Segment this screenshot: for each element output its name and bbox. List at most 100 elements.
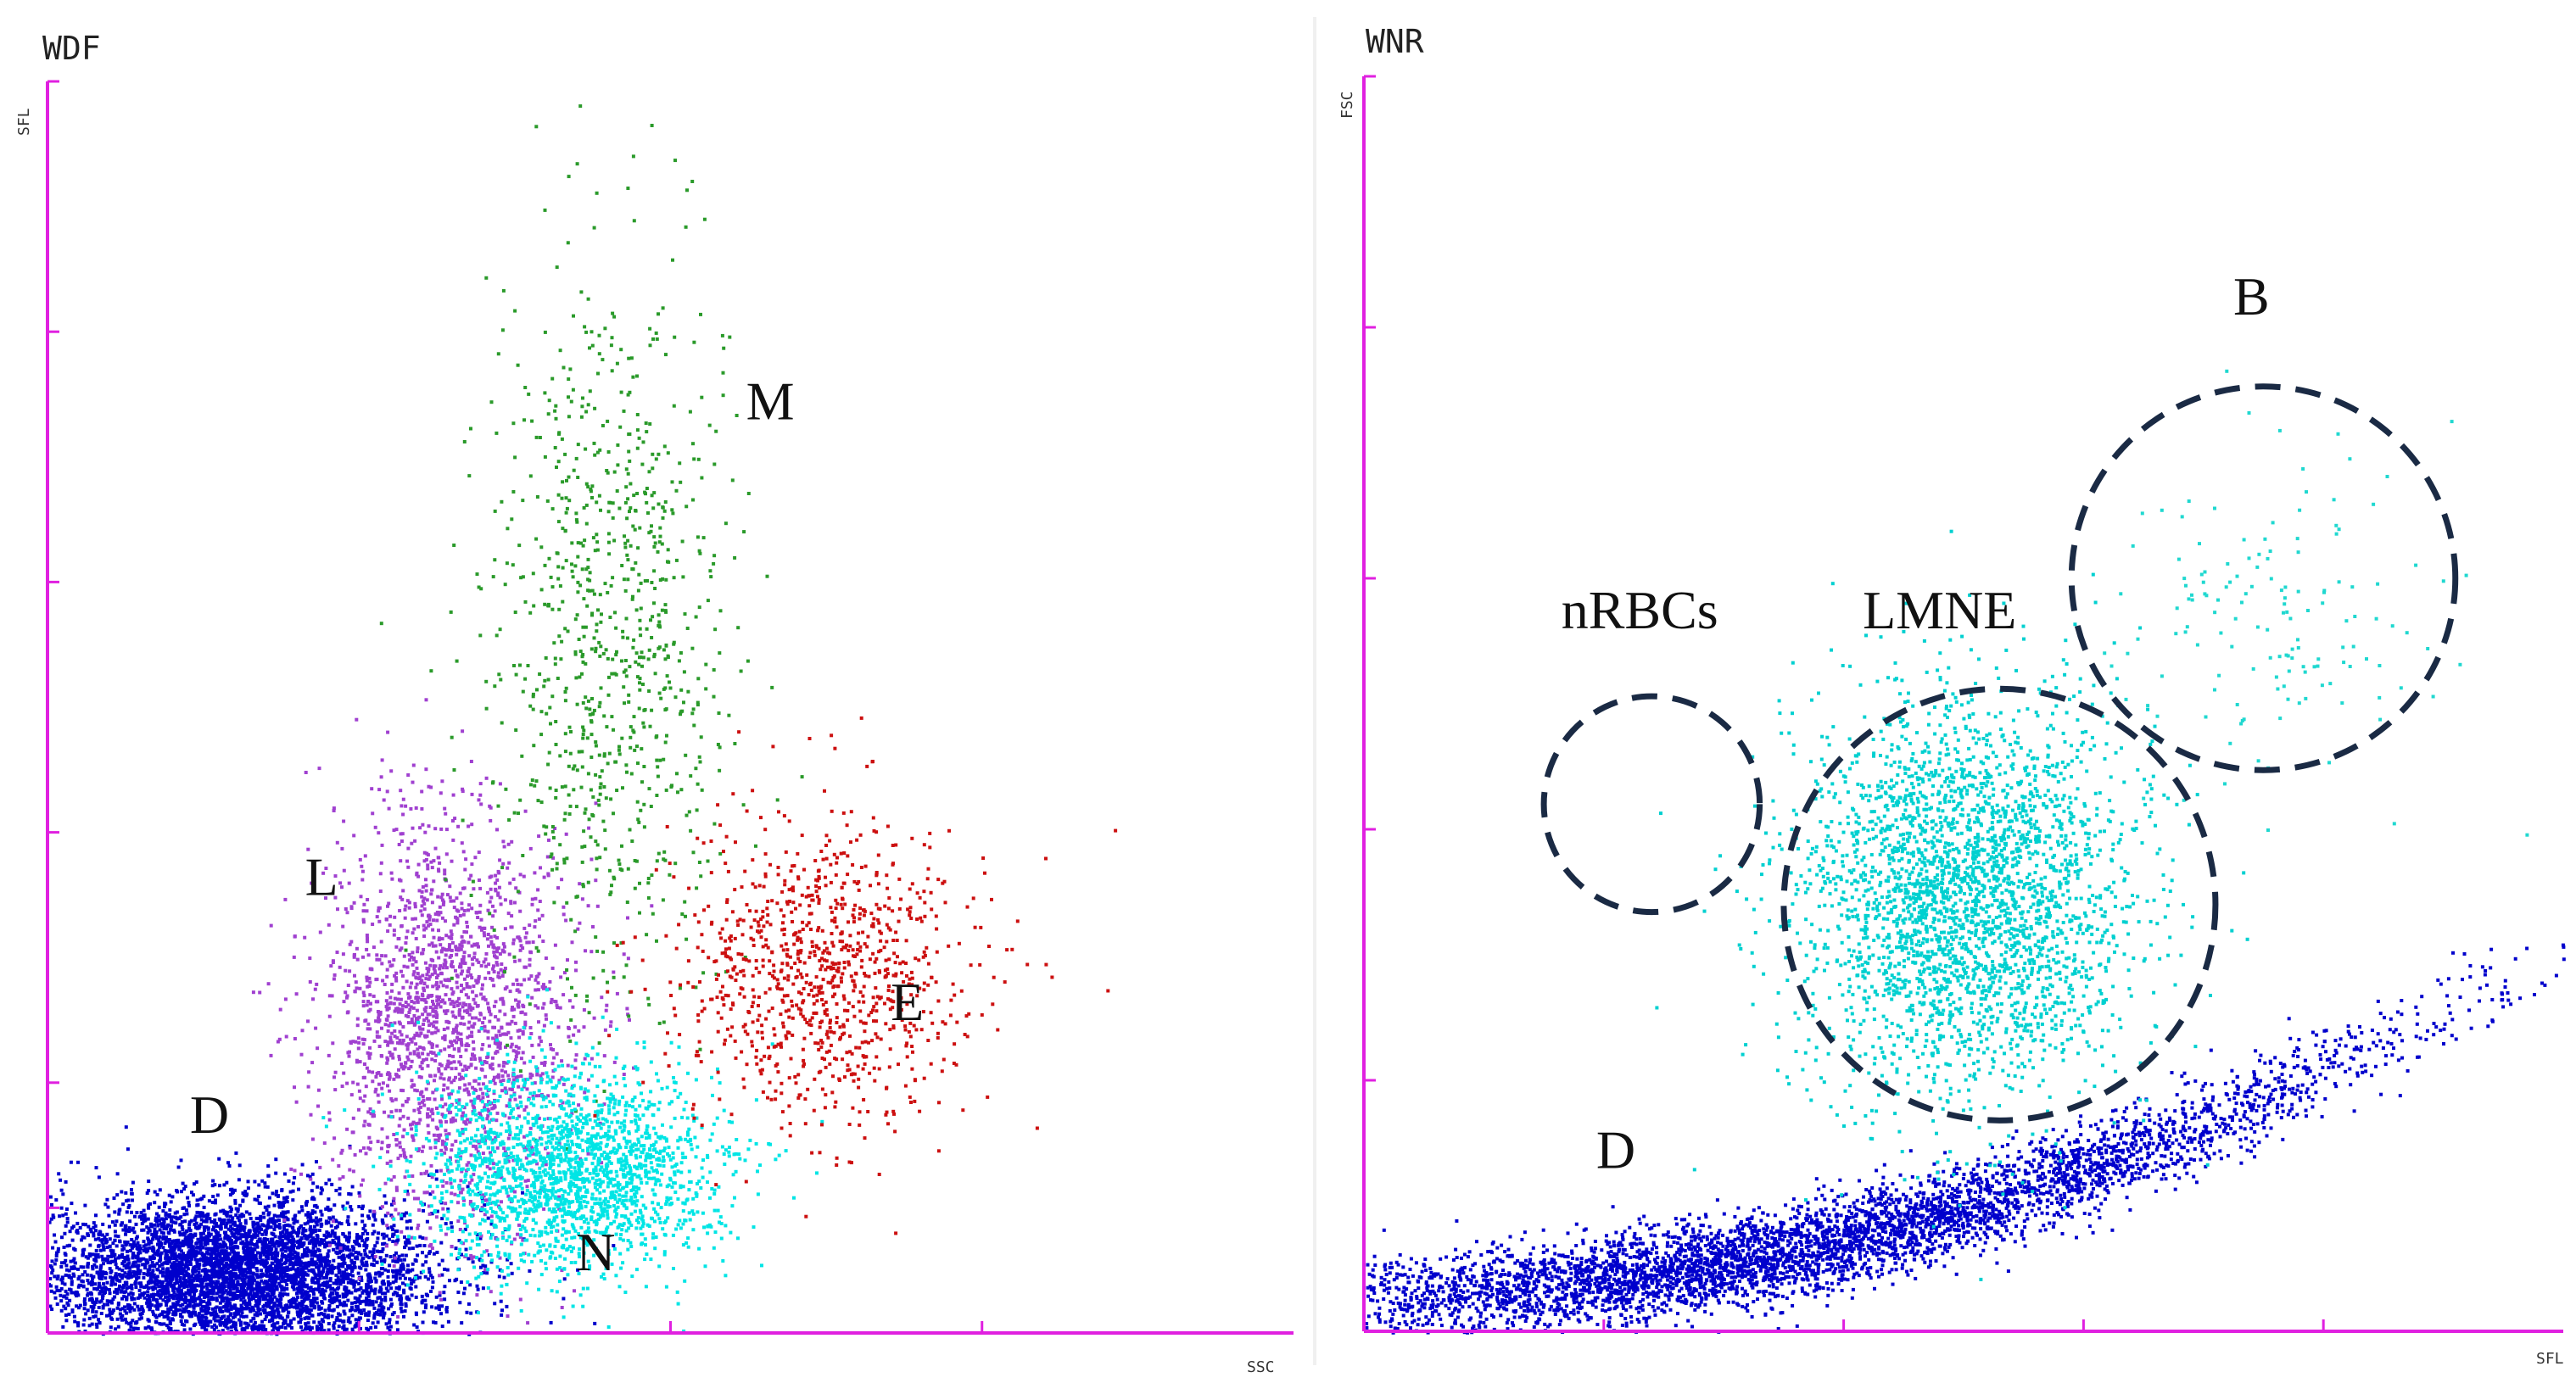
wdf-dot-d — [219, 1287, 223, 1291]
wdf-dot-d — [333, 1218, 338, 1223]
wdf-dot-l — [519, 983, 523, 987]
wdf-dot-d — [245, 1192, 249, 1196]
wdf-dot-d — [394, 1279, 398, 1283]
wdf-dot-d — [482, 1270, 486, 1274]
wdf-dot-d — [264, 1258, 268, 1263]
wdf-dot-l — [390, 1031, 394, 1035]
wdf-dot-d — [255, 1324, 260, 1329]
wdf-dot-d — [218, 1308, 222, 1312]
wdf-dot-d — [271, 1219, 275, 1224]
wdf-dot-d — [197, 1267, 201, 1271]
wdf-dot-d — [343, 1270, 346, 1274]
wdf-dot-d — [295, 1282, 299, 1286]
wdf-dot-d — [199, 1222, 204, 1226]
wdf-dot-d — [233, 1303, 237, 1308]
wdf-dot-l — [397, 1068, 400, 1072]
wdf-dot-d — [366, 1313, 371, 1318]
wdf-dot-l — [385, 991, 389, 995]
wdf-dot-d — [350, 1245, 355, 1249]
wdf-dot-d — [321, 1276, 326, 1280]
wdf-dot-d — [99, 1277, 103, 1280]
wdf-dot-d — [308, 1328, 312, 1332]
wdf-dot-l — [469, 1008, 473, 1012]
wdf-dot-d — [335, 1297, 339, 1302]
wdf-dot-d — [156, 1307, 160, 1311]
wdf-dot-l — [435, 986, 439, 990]
wdf-dot-d — [128, 1219, 132, 1224]
wdf-dot-d — [76, 1293, 81, 1297]
wdf-dot-d — [361, 1289, 366, 1293]
wdf-dot-d — [101, 1238, 105, 1242]
wdf-dot-d — [338, 1302, 343, 1306]
wdf-dot-d — [267, 1285, 271, 1290]
wdf-dot-l — [443, 963, 447, 968]
wdf-dot-d — [493, 1302, 497, 1306]
wdf-dot-d — [231, 1305, 234, 1309]
wdf-dot-d — [168, 1279, 172, 1282]
wdf-dot-l — [467, 1003, 472, 1007]
wdf-dot-l — [450, 1143, 455, 1147]
wdf-dot-d — [249, 1235, 253, 1239]
wdf-dot-d — [161, 1270, 165, 1274]
wdf-dot-d — [199, 1282, 204, 1286]
wdf-dot-d — [126, 1276, 130, 1280]
wdf-dot-d — [383, 1295, 388, 1299]
wdf-dot-d — [243, 1299, 247, 1303]
wdf-dot-d — [248, 1262, 252, 1265]
wdf-dot-d — [103, 1258, 107, 1262]
wdf-dot-d — [374, 1300, 378, 1304]
wdf-dot-d — [92, 1314, 96, 1319]
wdf-dot-d — [374, 1271, 378, 1275]
wdf-dot-l — [394, 1143, 399, 1147]
wdf-dot-d — [224, 1303, 228, 1307]
wdf-dot-d — [159, 1302, 163, 1307]
wdf-dot-d — [207, 1269, 211, 1273]
wdf-dot-l — [392, 1077, 396, 1081]
wdf-dot-l — [510, 914, 514, 918]
wdf-dot-d — [54, 1258, 59, 1262]
wdf-dot-l — [367, 976, 372, 980]
wdf-dot-d — [61, 1192, 65, 1196]
wdf-dot-l — [524, 1105, 528, 1109]
wdf-dot-d — [208, 1260, 212, 1264]
wdf-dot-d — [277, 1310, 280, 1314]
wdf-dot-d — [353, 1265, 357, 1269]
wdf-dot-d — [218, 1184, 221, 1188]
wdf-dot-d — [429, 1274, 433, 1278]
wdf-dot-d — [272, 1301, 277, 1305]
wdf-dot-d — [236, 1294, 240, 1298]
wdf-dot-d — [104, 1237, 109, 1241]
wdf-dot-d — [160, 1282, 164, 1286]
wdf-dot-d — [131, 1261, 136, 1265]
wdf-dot-d — [279, 1297, 283, 1301]
wdf-dot-l — [489, 895, 494, 900]
wdf-dot-d — [245, 1234, 249, 1238]
wdf-dot-d — [405, 1238, 409, 1242]
wdf-dot-d — [221, 1269, 225, 1274]
wdf-dot-d — [391, 1240, 395, 1243]
wdf-dot-d — [131, 1245, 135, 1249]
wdf-dot-d — [263, 1237, 267, 1241]
wdf-dot-d — [245, 1245, 249, 1249]
wdf-dot-d — [196, 1246, 200, 1250]
wdf-dot-d — [335, 1329, 339, 1333]
wdf-dot-d — [162, 1285, 166, 1288]
wdf-dot-d — [111, 1249, 115, 1253]
wdf-dot-d — [255, 1229, 260, 1233]
wdf-dot-d — [131, 1240, 136, 1244]
wdf-dot-d — [463, 1227, 467, 1231]
wdf-dot-d — [156, 1292, 160, 1297]
wdf-dot-d — [156, 1224, 160, 1228]
wdf-dot-d — [123, 1240, 127, 1244]
wdf-dot-d — [100, 1286, 104, 1291]
wdf-dot-d — [345, 1291, 349, 1296]
wdf-dot-d — [98, 1291, 102, 1296]
wdf-dot-l — [399, 859, 403, 863]
wdf-dot-d — [63, 1252, 67, 1256]
wdf-dot-d — [372, 1213, 376, 1217]
wdf-dot-d — [154, 1313, 158, 1318]
wdf-dot-d — [109, 1261, 112, 1265]
wdf-dot-d — [377, 1303, 382, 1308]
wdf-dot-d — [192, 1310, 196, 1314]
wdf-dot-d — [262, 1324, 265, 1328]
